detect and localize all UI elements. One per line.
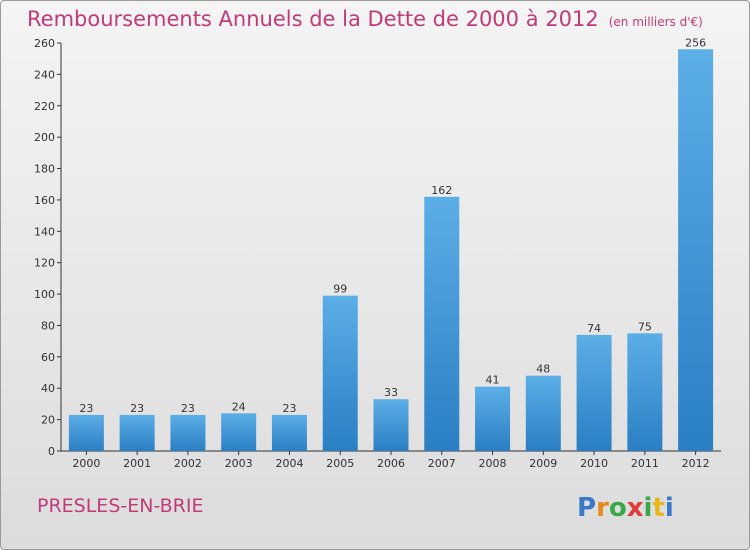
axes: 0 20 40 60 80 100 120 140 160 180 200 220 240 260 2000… bbox=[34, 37, 721, 470]
bar-2010 bbox=[576, 334, 612, 451]
x-tick-label: 2008 bbox=[479, 457, 507, 470]
x-tick-label: 2012 bbox=[682, 457, 710, 470]
value-label: 23 bbox=[79, 402, 93, 415]
value-label: 23 bbox=[282, 402, 296, 415]
y-tick-label: 100 bbox=[34, 288, 55, 301]
bar-2000 bbox=[68, 414, 104, 451]
bar-2011 bbox=[627, 333, 663, 451]
bar-2007 bbox=[424, 196, 460, 451]
value-label: 162 bbox=[431, 184, 452, 197]
y-tick-label: 20 bbox=[41, 414, 55, 427]
bar-2005 bbox=[322, 295, 358, 451]
x-tick-label: 2001 bbox=[123, 457, 151, 470]
y-tick-label: 160 bbox=[34, 194, 55, 207]
x-tick-label: 2000 bbox=[72, 457, 100, 470]
bar-2006 bbox=[373, 399, 409, 451]
proxiti-logo: Proxiti bbox=[577, 493, 674, 523]
x-tick-label: 2010 bbox=[580, 457, 608, 470]
value-label: 24 bbox=[232, 400, 246, 413]
bar-2003 bbox=[221, 413, 257, 451]
bar-2008 bbox=[475, 386, 511, 451]
bar-2012 bbox=[678, 49, 714, 452]
y-tick-label: 180 bbox=[34, 163, 55, 176]
value-label: 48 bbox=[536, 363, 550, 376]
value-label: 41 bbox=[486, 374, 500, 387]
y-tick-label: 240 bbox=[34, 68, 55, 81]
x-tick-label: 2002 bbox=[174, 457, 202, 470]
x-tick-label: 2005 bbox=[326, 457, 354, 470]
y-tick-label: 60 bbox=[41, 351, 55, 364]
chart-title-block: Remboursements Annuels de la Dette de 20… bbox=[27, 7, 703, 31]
value-label: 23 bbox=[181, 402, 195, 415]
value-label: 74 bbox=[587, 322, 601, 335]
svg-text:Proxiti: Proxiti bbox=[577, 493, 674, 523]
value-labels: 23 23 23 24 23 99 33 162 41 48 74 75 256 bbox=[79, 36, 706, 415]
value-label: 23 bbox=[130, 402, 144, 415]
y-tick-label: 200 bbox=[34, 131, 55, 144]
x-tick-label: 2011 bbox=[631, 457, 659, 470]
x-tick-label: 2003 bbox=[225, 457, 253, 470]
bar-2004 bbox=[271, 414, 307, 451]
x-tick-label: 2004 bbox=[275, 457, 303, 470]
value-label: 99 bbox=[333, 283, 347, 296]
y-tick-label: 80 bbox=[41, 319, 55, 332]
commune-name: PRESLES-EN-BRIE bbox=[37, 495, 204, 517]
bars bbox=[68, 49, 714, 452]
y-tick-label: 120 bbox=[34, 257, 55, 270]
y-tick-label: 220 bbox=[34, 100, 55, 113]
chart-title: Remboursements Annuels de la Dette de 20… bbox=[27, 7, 599, 31]
chart-unit: (en milliers d'€) bbox=[608, 15, 703, 29]
x-tick-label: 2009 bbox=[529, 457, 557, 470]
y-tick-label: 140 bbox=[34, 225, 55, 238]
value-label: 256 bbox=[685, 36, 706, 49]
value-label: 33 bbox=[384, 386, 398, 399]
x-tick-label: 2007 bbox=[428, 457, 456, 470]
y-tick-label: 260 bbox=[34, 37, 55, 50]
y-tick-label: 0 bbox=[48, 445, 55, 458]
y-tick-label: 40 bbox=[41, 382, 55, 395]
bar-2001 bbox=[119, 414, 155, 451]
bar-2009 bbox=[525, 375, 561, 451]
x-tick-label: 2006 bbox=[377, 457, 405, 470]
value-label: 75 bbox=[638, 320, 652, 333]
bar-2002 bbox=[170, 414, 206, 451]
